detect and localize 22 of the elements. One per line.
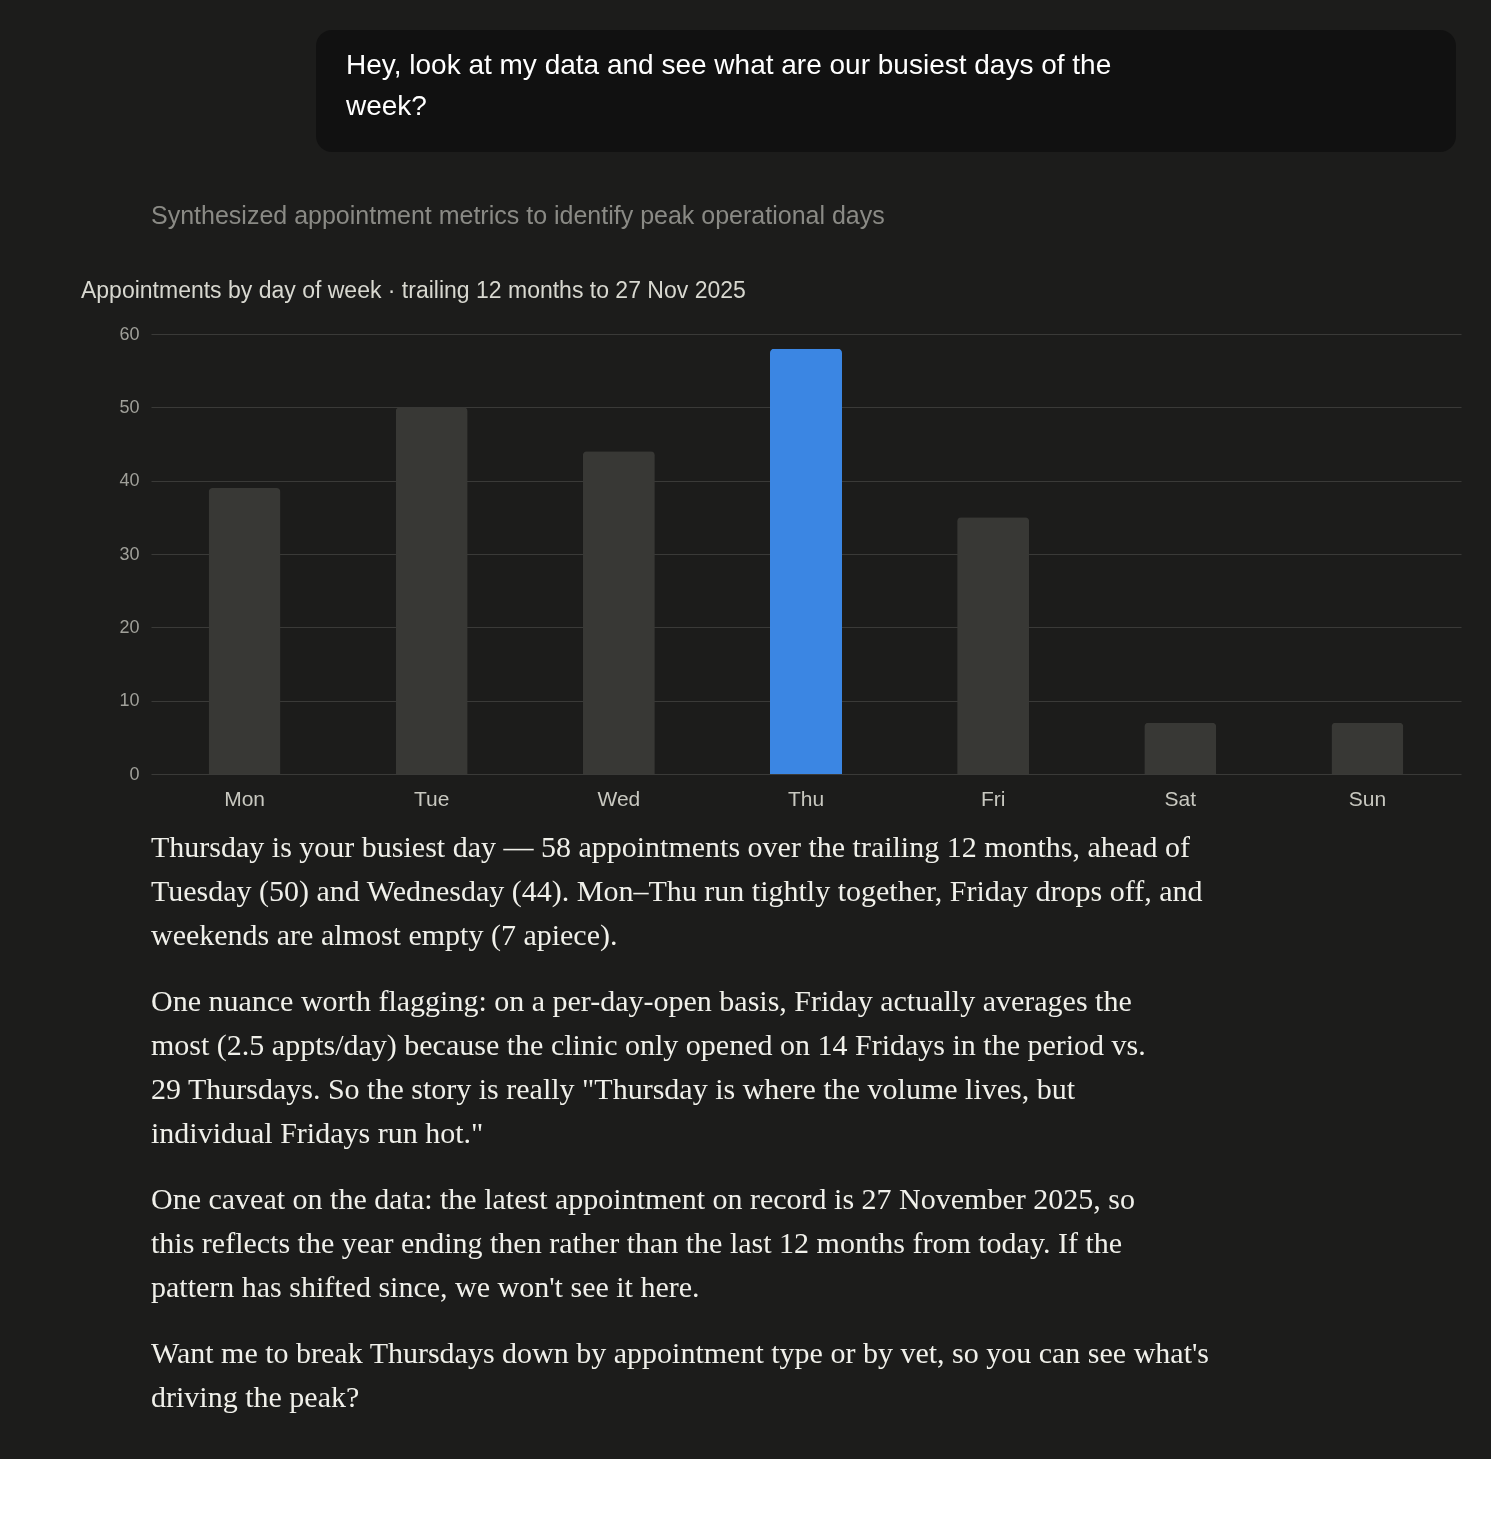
y-tick-label: 50 xyxy=(119,396,140,417)
chart-subtitle: Synthesized appointment metrics to identify peak operational days xyxy=(151,201,885,229)
text: Want me to break Thursdays down by appointment type or by vet, so you can see what's driving the peak? xyxy=(151,1336,1210,1413)
text: Hey, look at my data and see what are our busiest days of the week? xyxy=(345,49,1112,121)
y-tick-label: 40 xyxy=(119,470,140,491)
x-tick-label: Fri xyxy=(980,786,1006,810)
text: Thursday is your busiest day — 58 appointments over the trailing 12 months, ahead of Tuesday (50) and Wednesday (44). Mon–Thu run tightly together, Friday drops off, and weekends are almost empty (7 apiece). xyxy=(151,830,1203,952)
x-tick-label: Tue xyxy=(414,786,450,810)
x-tick-label: Sat xyxy=(1164,786,1197,810)
y-tick-label: 30 xyxy=(119,543,140,564)
bar xyxy=(770,348,842,774)
y-tick-label: 0 xyxy=(129,763,140,784)
y-tick-label: 20 xyxy=(119,616,140,637)
text: One nuance worth flagging: on a per-day-open basis, Friday actually averages the most (2.5 appts/day) because the clinic only opened on 14 Fridays in the period vs. 29 Thursdays. So the story is really "Thursday is where the volume lives, but individual Fridays run hot." xyxy=(151,984,1146,1149)
x-tick-label: Sun xyxy=(1348,786,1387,810)
x-tick-label: Thu xyxy=(787,786,825,810)
y-tick-label: 60 xyxy=(119,323,140,344)
y-tick-label: 10 xyxy=(119,690,140,711)
chart-title: Appointments by day of week · trailing 12 months to 27 Nov 2025 xyxy=(80,277,746,303)
x-tick-label: Mon xyxy=(224,786,265,810)
x-tick-label: Wed xyxy=(597,786,641,810)
text: One caveat on the data: the latest appointment on record is 27 November 2025, so this reflects the year ending then rather than the last 12 months from today. If the pattern has shifted since, we won't see it here. xyxy=(151,1182,1135,1303)
